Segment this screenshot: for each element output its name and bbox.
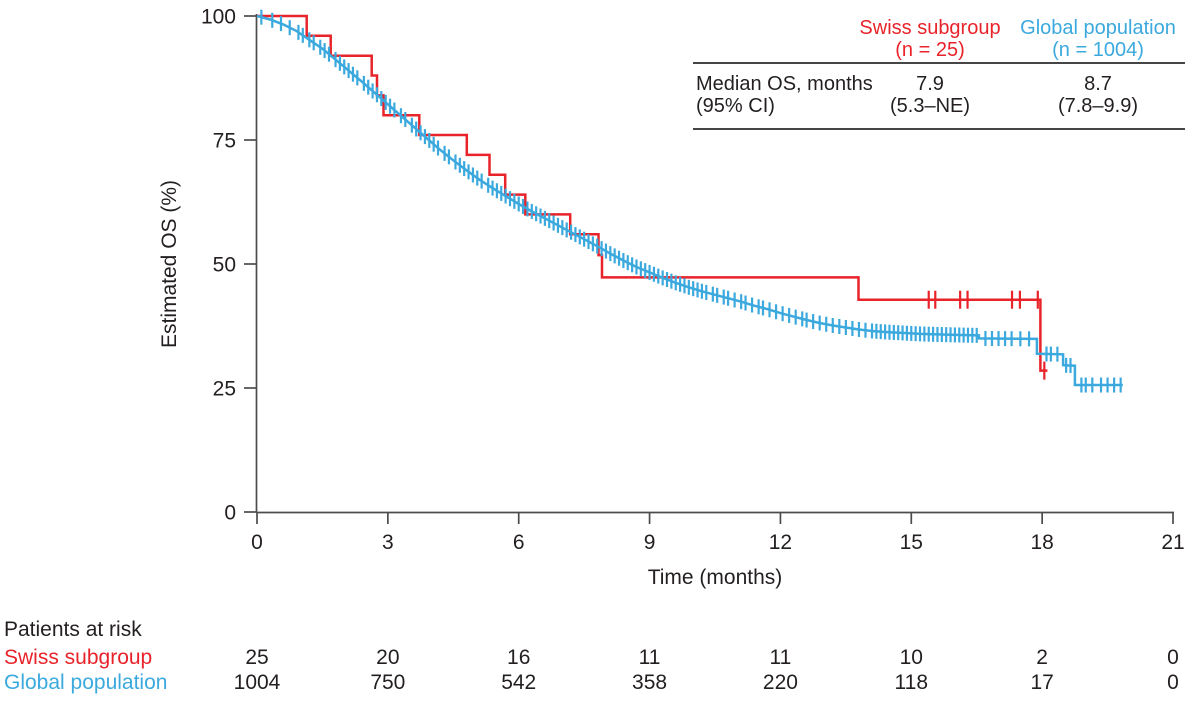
y-tick-label: 0: [224, 502, 236, 525]
swiss-subgroup-curve: [257, 14, 1048, 372]
at-risk-count: 118: [895, 671, 928, 694]
median-os-row-label: Median OS, months: [696, 73, 873, 95]
at-risk-row-label-global: Global population: [4, 671, 167, 694]
at-risk-count: 220: [763, 671, 798, 694]
global-population-curve: [256, 14, 1123, 387]
legend-swiss-name: Swiss subgroup: [859, 17, 1000, 39]
global-ci-value: (7.8–9.9): [1058, 95, 1138, 117]
at-risk-count: 11: [770, 646, 792, 669]
x-tick-label: 18: [1030, 531, 1053, 554]
y-tick-label: 100: [201, 6, 236, 29]
global-population-series: [256, 9, 1123, 393]
at-risk-count: 11: [639, 646, 661, 669]
at-risk-count: 750: [370, 671, 405, 694]
x-tick-label: 0: [251, 531, 263, 554]
legend-global-n: (n = 1004): [1052, 39, 1144, 61]
legend-global-name: Global population: [1020, 17, 1176, 39]
at-risk-title: Patients at risk: [4, 618, 142, 641]
x-tick-label: 15: [900, 531, 923, 554]
ci-row-label: (95% CI): [696, 95, 775, 117]
y-axis-title: Estimated OS (%): [158, 180, 181, 348]
y-tick-label: 25: [213, 378, 236, 401]
x-tick-label: 6: [513, 531, 525, 554]
patients-at-risk-table: Patients at risk Swiss subgroup Global p…: [4, 618, 1179, 694]
x-tick-label: 12: [769, 531, 792, 554]
swiss-subgroup-series: [257, 14, 1048, 380]
at-risk-count: 20: [376, 646, 399, 669]
y-tick-label: 50: [213, 254, 236, 277]
at-risk-count: 0: [1167, 671, 1179, 694]
x-axis-ticks: 0 3 6 9 12 15 18 21: [251, 512, 1185, 554]
legend-swiss-n: (n = 25): [895, 39, 964, 61]
x-tick-label: 9: [644, 531, 656, 554]
summary-table: Swiss subgroup (n = 25) Global populatio…: [693, 17, 1185, 130]
at-risk-count: 2: [1036, 646, 1048, 669]
at-risk-count: 10: [900, 646, 923, 669]
survival-curves: [256, 9, 1123, 393]
at-risk-count: 542: [501, 671, 536, 694]
y-axis-ticks: 0 25 50 75 100: [201, 6, 257, 525]
at-risk-count: 358: [632, 671, 667, 694]
at-risk-count: 25: [245, 646, 268, 669]
y-tick-label: 75: [213, 130, 236, 153]
x-tick-label: 21: [1161, 531, 1184, 554]
at-risk-count: 16: [507, 646, 530, 669]
x-axis-title: Time (months): [648, 566, 783, 589]
at-risk-row-label-swiss: Swiss subgroup: [4, 646, 152, 669]
swiss-median-value: 7.9: [916, 73, 944, 95]
x-tick-label: 3: [382, 531, 394, 554]
swiss-ci-value: (5.3–NE): [890, 95, 970, 117]
global-median-value: 8.7: [1084, 73, 1112, 95]
at-risk-count: 17: [1030, 671, 1053, 694]
at-risk-count: 0: [1167, 646, 1179, 669]
at-risk-count: 1004: [234, 671, 281, 694]
